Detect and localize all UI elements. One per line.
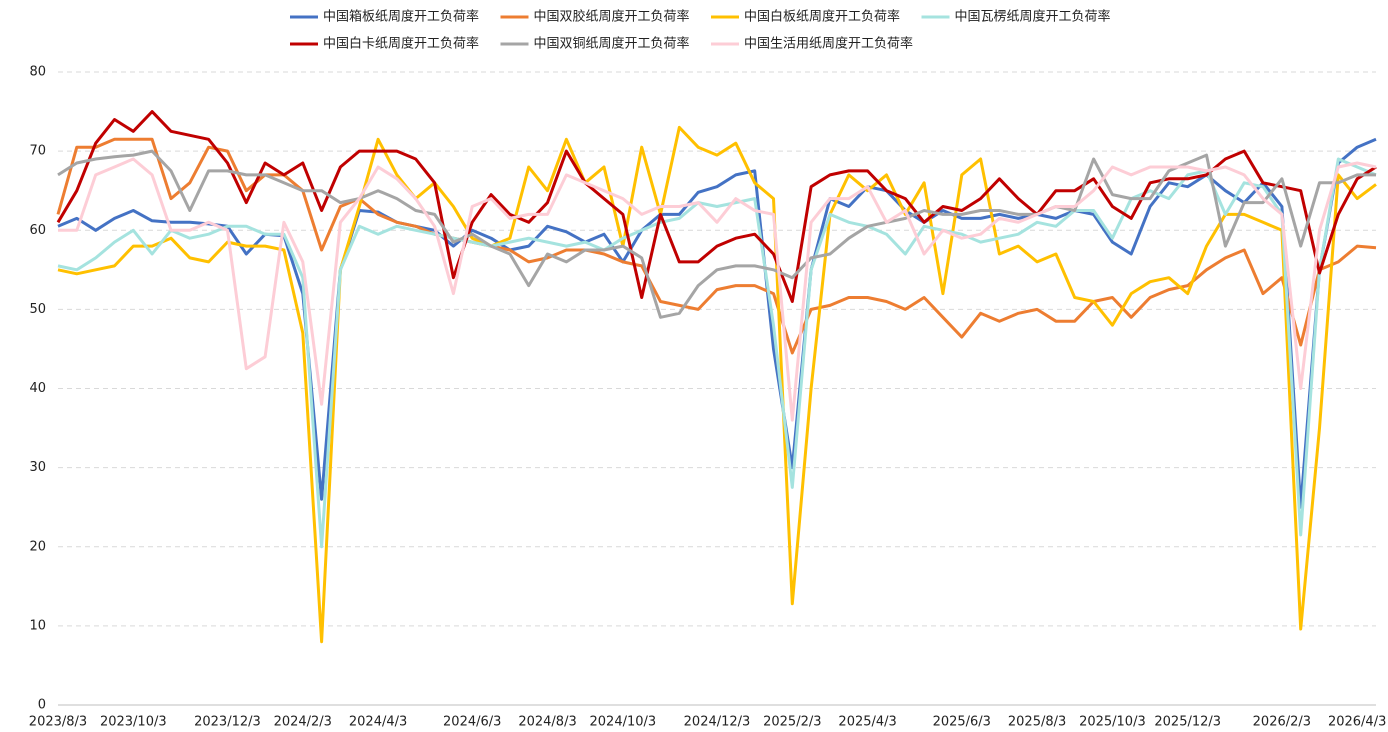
x-tick-label: 2024/8/3: [518, 715, 576, 730]
series-line: [56, 110, 1377, 303]
x-tick-label: 2024/6/3: [443, 715, 501, 730]
y-tick-label: 40: [29, 381, 46, 396]
series-line: [57, 125, 1377, 644]
x-tick-label: 2023/10/3: [100, 715, 167, 730]
legend-label: 中国瓦楞纸周度开工负荷率: [955, 9, 1111, 25]
x-tick-label: 2025/8/3: [1008, 715, 1066, 730]
x-tick-label: 2024/4/3: [349, 715, 407, 730]
y-tick-label: 60: [29, 223, 46, 238]
series-line: [57, 137, 1377, 509]
y-tick-label: 0: [38, 698, 46, 713]
y-tick-label: 70: [29, 144, 46, 159]
y-tick-label: 80: [29, 65, 46, 80]
x-tick-label: 2023/12/3: [194, 715, 261, 730]
series-line: [57, 157, 1377, 549]
x-tick-label: 2023/8/3: [29, 715, 87, 730]
x-tick-label: 2025/6/3: [933, 715, 991, 730]
legend-label: 中国生活用纸周度开工负荷率: [744, 36, 913, 52]
legend-label: 中国白板纸周度开工负荷率: [744, 9, 900, 25]
x-tick-label: 2025/4/3: [838, 715, 896, 730]
x-tick-label: 2024/10/3: [590, 715, 657, 730]
x-tick-label: 2024/12/3: [684, 715, 751, 730]
x-tick-label: 2025/12/3: [1154, 715, 1221, 730]
x-tick-label: 2025/2/3: [763, 715, 821, 730]
series-line: [58, 157, 1377, 422]
series-line: [57, 149, 1376, 319]
legend-label: 中国双铜纸周度开工负荷率: [534, 36, 690, 52]
series-line: [56, 137, 1377, 355]
legend-label: 中国双胶纸周度开工负荷率: [534, 9, 690, 25]
legend-label: 中国箱板纸周度开工负荷率: [323, 9, 479, 25]
x-tick-label: 2025/10/3: [1079, 715, 1146, 730]
y-tick-label: 50: [29, 302, 46, 317]
y-tick-label: 30: [29, 460, 46, 475]
legend-label: 中国白卡纸周度开工负荷率: [323, 36, 479, 52]
y-tick-label: 20: [29, 539, 46, 554]
x-tick-label: 2026/2/3: [1253, 715, 1311, 730]
x-tick-label: 2024/2/3: [274, 715, 332, 730]
x-tick-label: 2026/4/3: [1328, 715, 1386, 730]
y-tick-label: 10: [29, 618, 46, 633]
